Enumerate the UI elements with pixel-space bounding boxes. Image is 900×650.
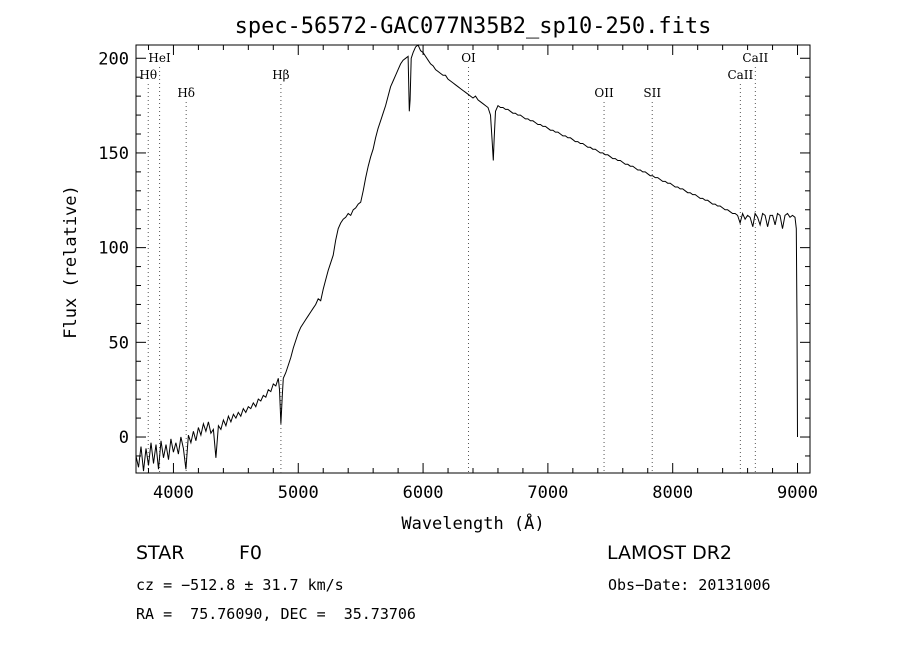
observation-date: Obs−Date: 20131006 bbox=[608, 576, 771, 594]
redshift-velocity: cz = −512.8 ± 31.7 km/s bbox=[136, 576, 344, 594]
line-label: OI bbox=[461, 51, 476, 65]
x-tick-label: 8000 bbox=[652, 483, 693, 503]
x-tick-label: 4000 bbox=[153, 483, 194, 503]
y-tick-label: 150 bbox=[98, 144, 129, 164]
line-label: Hβ bbox=[272, 68, 289, 82]
y-ticks: 0 50 100 150 200 bbox=[98, 49, 810, 457]
x-tick-label: 5000 bbox=[278, 483, 319, 503]
y-tick-label: 0 bbox=[119, 428, 129, 448]
chart-title: spec-56572-GAC077N35B2_sp10-250.fits bbox=[235, 14, 712, 39]
spectral-subclass: F0 bbox=[239, 542, 263, 564]
line-label: CaII bbox=[727, 68, 753, 82]
survey-name: LAMOST DR2 bbox=[607, 542, 732, 564]
object-type: STAR bbox=[136, 542, 185, 564]
line-label: Hθ bbox=[139, 68, 157, 82]
y-axis-label: Flux (relative) bbox=[61, 185, 81, 339]
y-tick-label: 50 bbox=[109, 333, 129, 353]
line-label: HeI bbox=[148, 51, 171, 65]
x-axis-label: Wavelength (Å) bbox=[401, 512, 544, 534]
coordinates: RA = 75.76090, DEC = 35.73706 bbox=[136, 605, 416, 623]
x-tick-label: 9000 bbox=[777, 483, 818, 503]
x-tick-label: 6000 bbox=[403, 483, 444, 503]
x-ticks: 4000 5000 6000 7000 8000 9000 bbox=[147, 45, 818, 503]
x-tick-label: 7000 bbox=[527, 483, 568, 503]
y-tick-label: 100 bbox=[98, 239, 129, 259]
line-markers bbox=[147, 67, 756, 473]
spectrum-line bbox=[135, 44, 798, 472]
line-label: Hδ bbox=[177, 86, 195, 100]
line-label: OII bbox=[594, 86, 614, 100]
plot-frame bbox=[135, 44, 811, 474]
line-labels: Hθ HeI Hδ Hβ OI OII SII CaII CaII bbox=[139, 51, 768, 100]
line-label: CaII bbox=[742, 51, 768, 65]
line-label: SII bbox=[643, 86, 661, 100]
y-tick-label: 200 bbox=[98, 49, 129, 69]
